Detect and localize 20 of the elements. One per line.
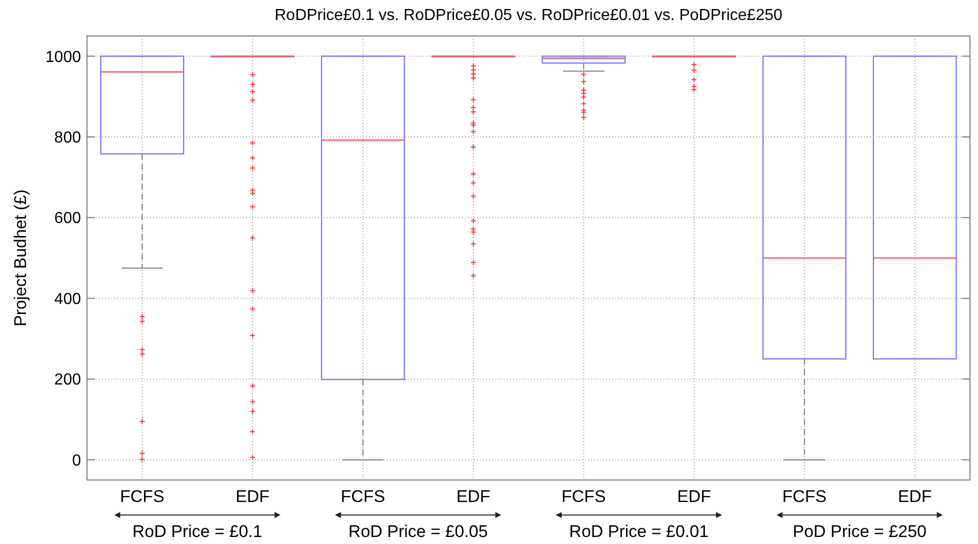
- y-tick-label: 800: [54, 130, 82, 147]
- y-tick-label: 200: [54, 372, 82, 389]
- y-tick-label: 400: [54, 290, 82, 308]
- text: RoD Price = £0.01: [569, 522, 709, 541]
- y-tick-label: 0: [72, 452, 82, 470]
- x-tick-label: FCFS: [340, 487, 386, 506]
- y-tick-label: 1000: [45, 48, 82, 66]
- x-tick-label: FCFS: [120, 487, 164, 506]
- y-tick-label: 600: [54, 210, 82, 228]
- x-tick-label: EDF: [898, 487, 932, 506]
- chart-title: RoDPrice£0.1 vs. RoDPrice£0.05 vs. RoDPrice£0.01 vs. PoDPrice£250: [274, 7, 782, 24]
- x-tick-label: EDF: [456, 487, 490, 506]
- x-tick-label: FCFS: [782, 487, 827, 506]
- y-axis-title: Project Budhet (£): [11, 189, 30, 327]
- x-tick-label: FCFS: [561, 487, 606, 506]
- x-tick-label: EDF: [236, 487, 270, 506]
- text: RoD Price = £0.1: [132, 522, 262, 541]
- x-tick-label: EDF: [677, 487, 712, 506]
- text: PoD Price = £250: [792, 522, 926, 541]
- text: RoD Price = £0.05: [348, 522, 488, 541]
